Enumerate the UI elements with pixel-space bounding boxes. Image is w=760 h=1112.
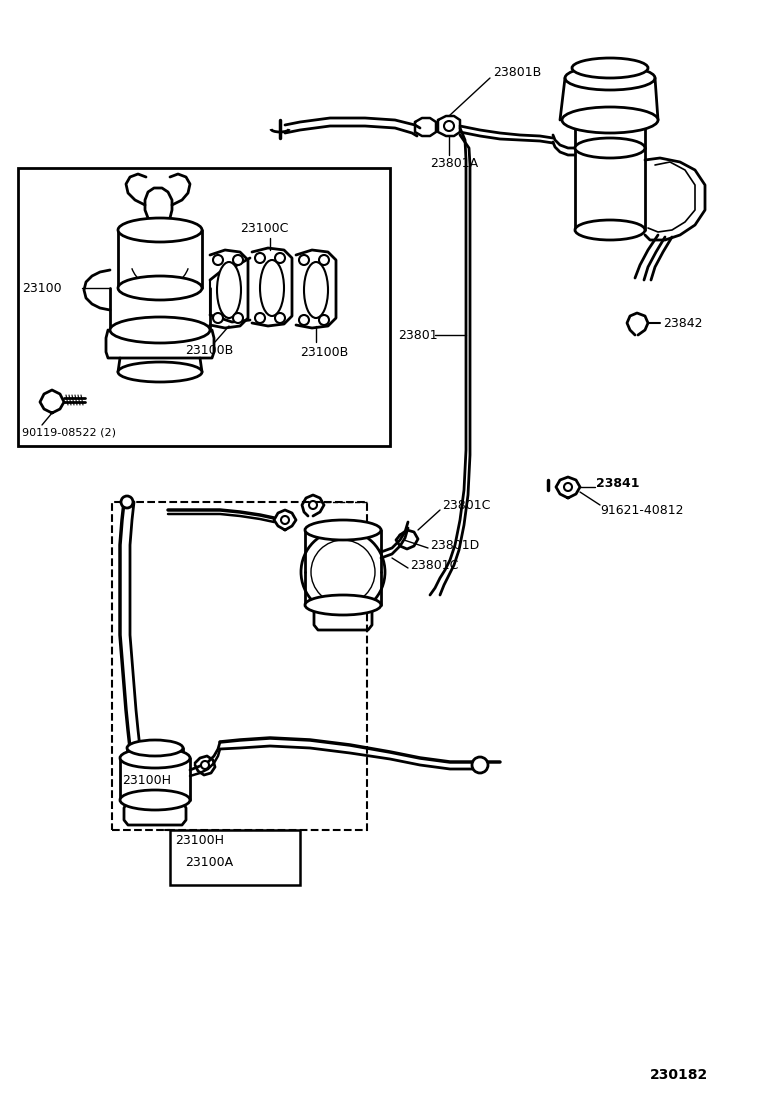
Ellipse shape bbox=[217, 262, 241, 318]
Circle shape bbox=[472, 757, 488, 773]
Circle shape bbox=[213, 312, 223, 322]
Ellipse shape bbox=[110, 317, 210, 342]
Text: 23841: 23841 bbox=[596, 477, 639, 489]
Text: 23801C: 23801C bbox=[442, 498, 490, 512]
Text: 23801: 23801 bbox=[398, 328, 438, 341]
Bar bbox=[170, 830, 300, 885]
Ellipse shape bbox=[120, 790, 190, 810]
Ellipse shape bbox=[120, 748, 190, 768]
Text: 91621-40812: 91621-40812 bbox=[600, 504, 683, 516]
Circle shape bbox=[319, 255, 329, 265]
Circle shape bbox=[255, 254, 265, 264]
Circle shape bbox=[233, 255, 243, 265]
Text: 23100A: 23100A bbox=[185, 855, 233, 868]
Circle shape bbox=[299, 315, 309, 325]
Circle shape bbox=[301, 530, 385, 614]
Text: 23801D: 23801D bbox=[430, 538, 480, 552]
Bar bbox=[18, 168, 390, 446]
Circle shape bbox=[564, 483, 572, 492]
Ellipse shape bbox=[305, 520, 381, 540]
Ellipse shape bbox=[572, 58, 648, 78]
Text: 23100H: 23100H bbox=[175, 834, 224, 846]
Text: 23100H: 23100H bbox=[122, 774, 171, 786]
Circle shape bbox=[233, 312, 243, 322]
Text: 23100C: 23100C bbox=[240, 221, 288, 235]
Text: 23100: 23100 bbox=[22, 281, 62, 295]
Circle shape bbox=[281, 516, 289, 524]
Text: 90119-08522 (2): 90119-08522 (2) bbox=[22, 427, 116, 437]
Text: 23801B: 23801B bbox=[493, 66, 541, 79]
Circle shape bbox=[309, 502, 317, 509]
Ellipse shape bbox=[118, 363, 202, 383]
Ellipse shape bbox=[575, 220, 645, 240]
Text: 23100B: 23100B bbox=[300, 346, 348, 358]
Ellipse shape bbox=[260, 260, 284, 316]
Text: 230182: 230182 bbox=[650, 1068, 708, 1082]
Circle shape bbox=[299, 255, 309, 265]
Circle shape bbox=[213, 255, 223, 265]
Text: 23801A: 23801A bbox=[430, 157, 478, 169]
Circle shape bbox=[121, 496, 133, 508]
Ellipse shape bbox=[118, 276, 202, 300]
Ellipse shape bbox=[127, 739, 183, 756]
Circle shape bbox=[444, 121, 454, 131]
Text: 23100B: 23100B bbox=[185, 344, 233, 357]
Circle shape bbox=[201, 761, 209, 770]
Ellipse shape bbox=[304, 262, 328, 318]
Text: 23842: 23842 bbox=[663, 317, 702, 329]
Ellipse shape bbox=[118, 218, 202, 242]
Bar bbox=[112, 502, 367, 830]
Circle shape bbox=[319, 315, 329, 325]
Circle shape bbox=[275, 254, 285, 264]
Text: 23801C: 23801C bbox=[410, 558, 458, 572]
Ellipse shape bbox=[562, 107, 658, 133]
Ellipse shape bbox=[305, 595, 381, 615]
Circle shape bbox=[275, 312, 285, 322]
Circle shape bbox=[255, 312, 265, 322]
Ellipse shape bbox=[575, 138, 645, 158]
